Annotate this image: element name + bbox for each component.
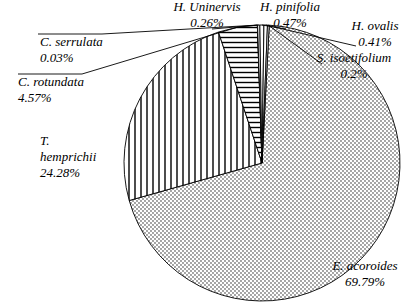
value-label: 0.26%: [190, 15, 224, 30]
slice-label: H. pinifolia: [259, 0, 320, 14]
slice-label: S. isoetifolium: [317, 50, 391, 65]
slice-label: T. hemprichii: [40, 133, 97, 164]
leader-line: [268, 25, 322, 64]
slice-label: H. ovalis: [351, 18, 399, 33]
slice-label: H. Uninervis: [172, 0, 240, 14]
value-label: 0.2%: [340, 66, 367, 81]
slice-label: C. rotundata: [18, 74, 84, 89]
slice-label: E. acoroides: [331, 258, 397, 273]
pie-slice: [262, 25, 269, 163]
leader-line: [38, 25, 257, 34]
slices: [124, 25, 400, 301]
pie-chart: E. acoroides69.79% T. hemprichii24.28% C. …: [0, 0, 404, 305]
value-label: 69.79%: [345, 274, 385, 289]
pie-slice: [218, 25, 262, 163]
value-label: 24.28%: [40, 165, 80, 180]
value-label: 4.57%: [18, 90, 52, 105]
labels: E. acoroides69.79% T. hemprichii24.28% C. …: [18, 0, 398, 289]
leader-line: [18, 27, 238, 74]
value-label: 0.03%: [40, 50, 74, 65]
leader-line: [266, 25, 356, 46]
chart-container: E. acoroides69.79% T. hemprichii24.28% C. …: [0, 0, 404, 305]
value-label: 0.41%: [358, 34, 392, 49]
slice-label: C. serrulata: [40, 34, 103, 49]
